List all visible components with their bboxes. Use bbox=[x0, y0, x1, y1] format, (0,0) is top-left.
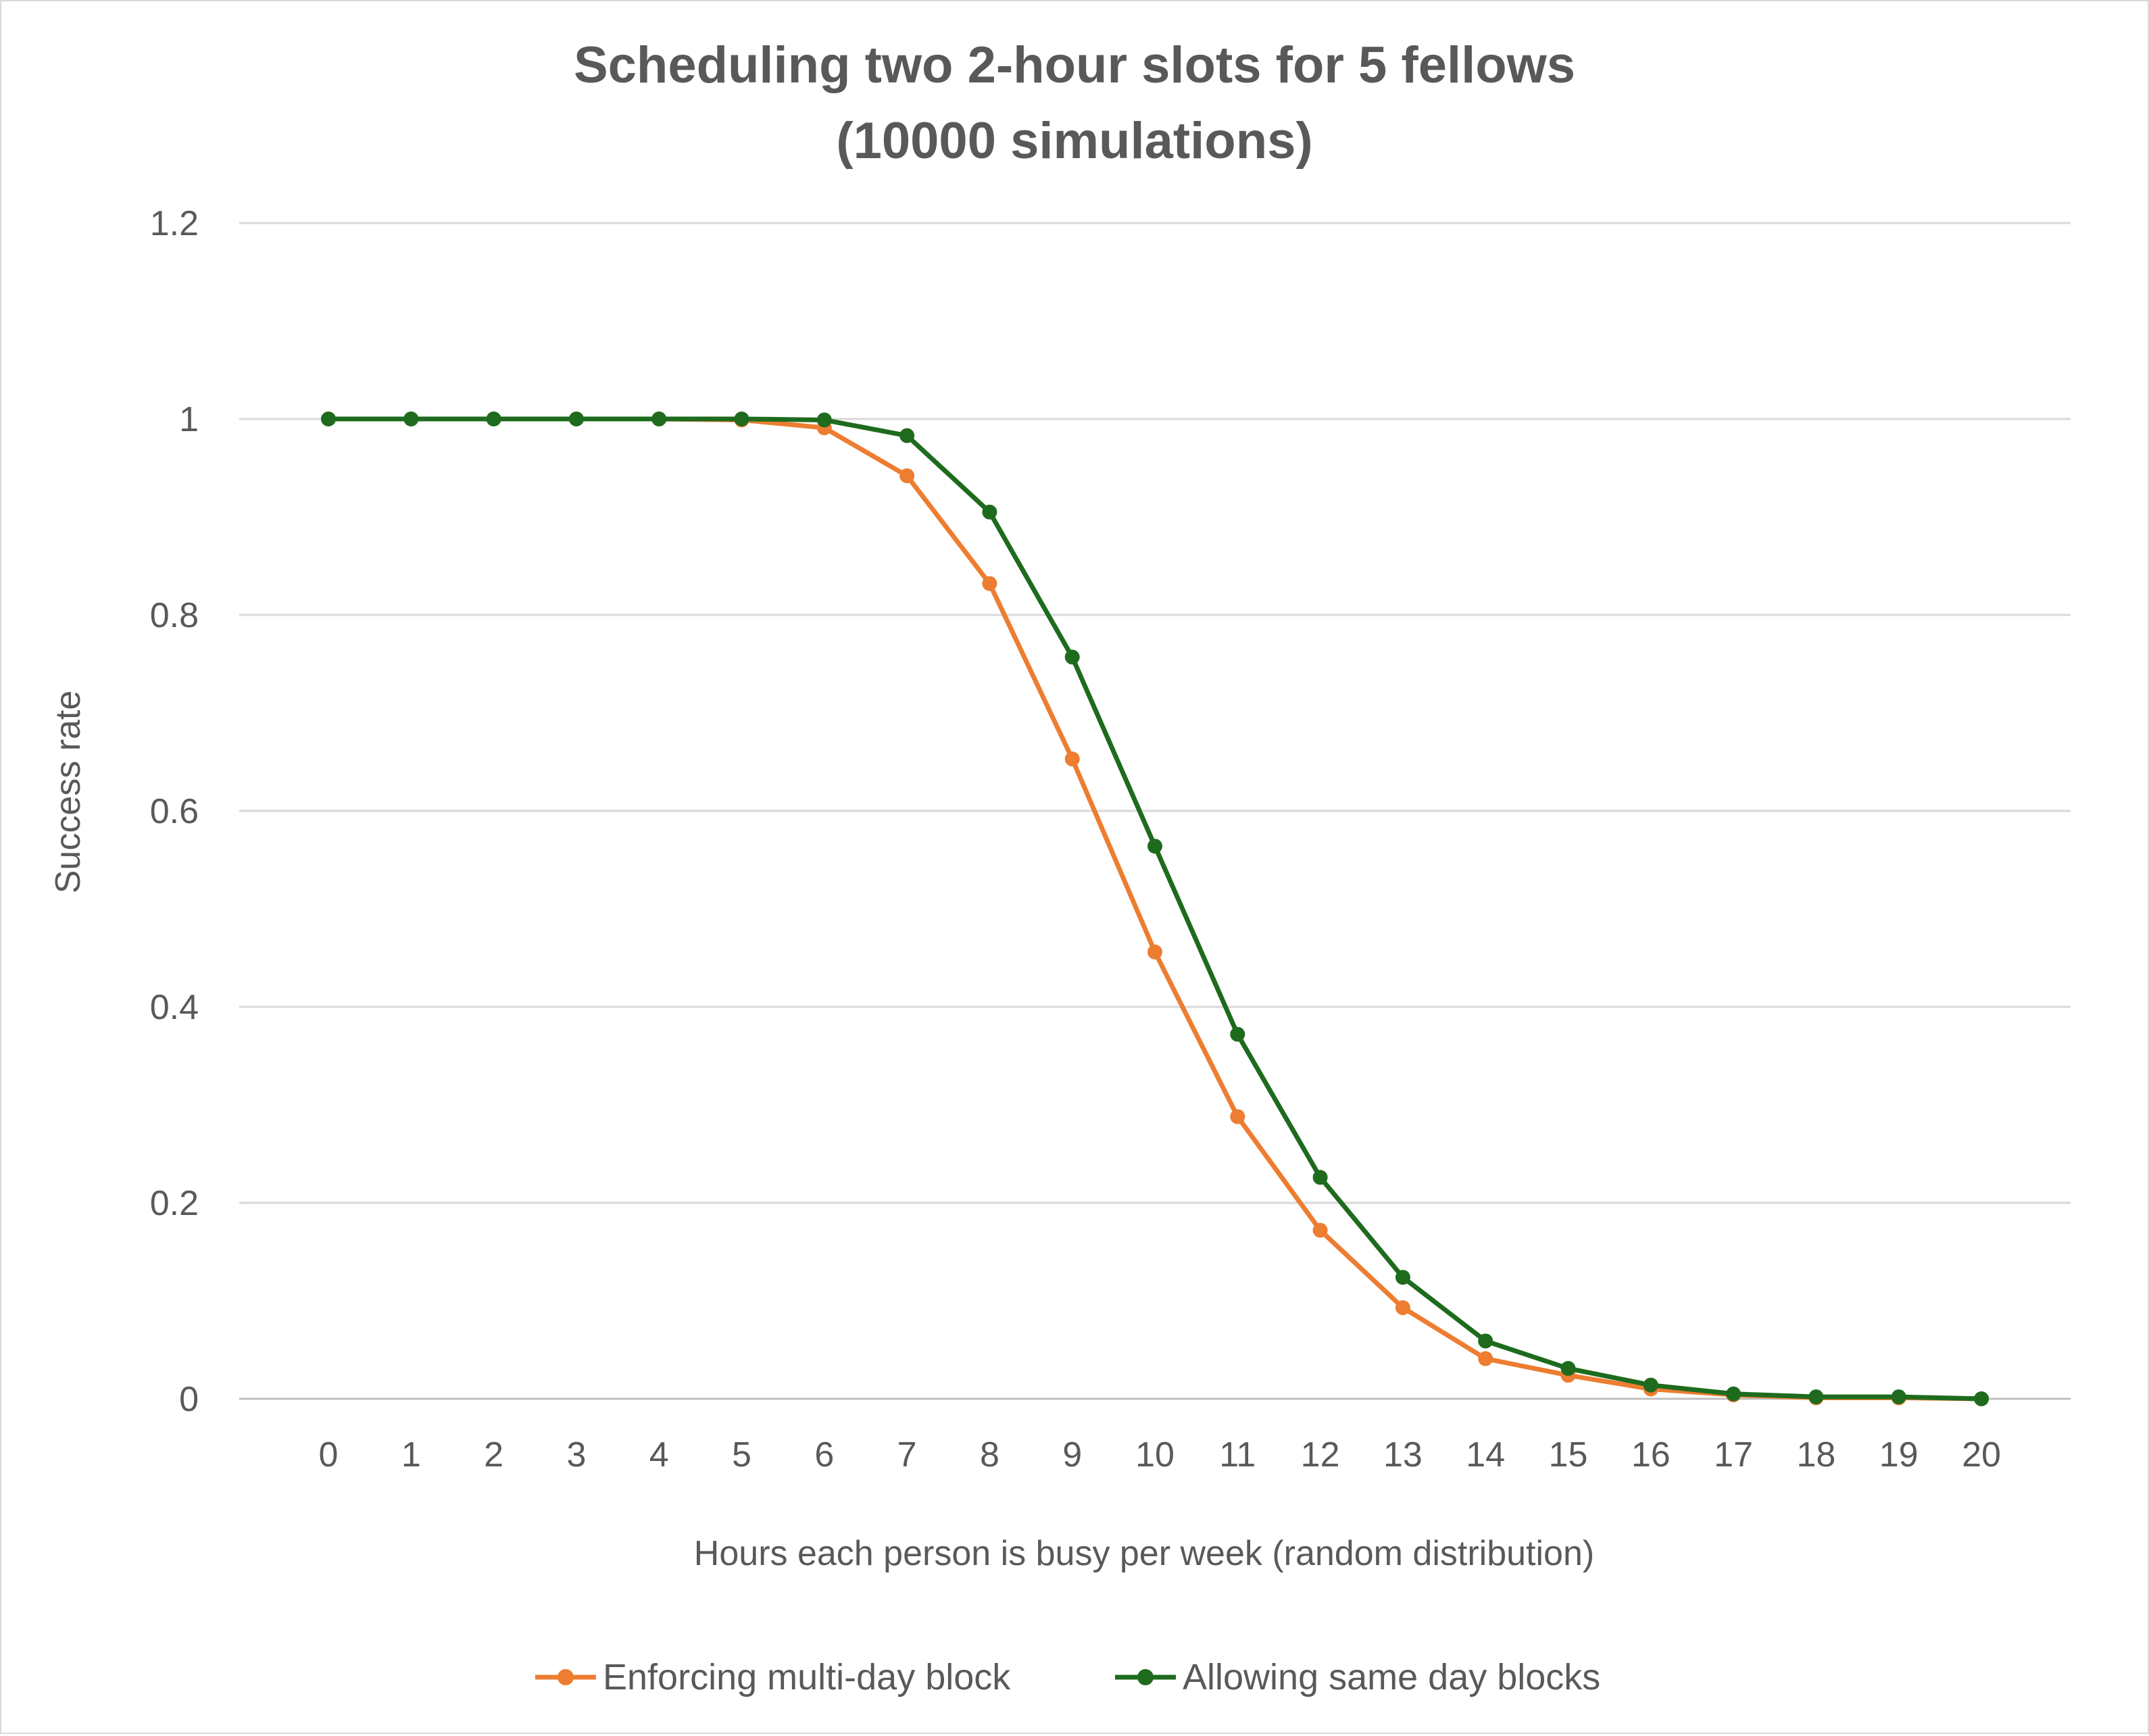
x-tick-label: 7 bbox=[897, 1435, 917, 1474]
x-tick-label: 6 bbox=[814, 1435, 834, 1474]
chart-title-line-1: Scheduling two 2-hour slots for 5 fellow… bbox=[574, 36, 1575, 94]
legend-marker-enforcing bbox=[558, 1669, 574, 1685]
data-point-enforcing[interactable] bbox=[1395, 1300, 1410, 1316]
legend-label-enforcing: Enforcing multi-day block bbox=[603, 1657, 1011, 1697]
x-tick-label: 10 bbox=[1135, 1435, 1175, 1474]
series-enforcing bbox=[321, 412, 1989, 1406]
data-point-allowing[interactable] bbox=[1643, 1377, 1658, 1393]
x-tick-label: 12 bbox=[1301, 1435, 1340, 1474]
data-point-allowing[interactable] bbox=[1560, 1361, 1576, 1377]
x-tick-label: 11 bbox=[1219, 1435, 1256, 1474]
legend-label-allowing: Allowing same day blocks bbox=[1183, 1657, 1600, 1697]
x-tick-label: 13 bbox=[1383, 1435, 1423, 1474]
data-point-allowing[interactable] bbox=[734, 412, 749, 426]
y-tick-label: 1.2 bbox=[150, 204, 199, 243]
x-tick-label: 5 bbox=[732, 1435, 751, 1474]
series-line-allowing bbox=[326, 416, 1984, 1402]
data-point-allowing[interactable] bbox=[1478, 1333, 1493, 1349]
x-tick-label: 1 bbox=[401, 1435, 421, 1474]
y-tick-label: 0.8 bbox=[150, 596, 199, 635]
series-allowing bbox=[321, 412, 1989, 1406]
data-point-enforcing[interactable] bbox=[1312, 1222, 1328, 1238]
y-tick-label: 0.6 bbox=[150, 792, 199, 831]
data-point-allowing[interactable] bbox=[1891, 1389, 1906, 1405]
x-tick-label: 0 bbox=[319, 1435, 339, 1474]
x-tick-label: 8 bbox=[980, 1435, 999, 1474]
data-point-allowing[interactable] bbox=[1064, 649, 1080, 665]
x-tick-label: 14 bbox=[1466, 1435, 1505, 1474]
data-point-allowing[interactable] bbox=[403, 412, 419, 426]
data-point-allowing[interactable] bbox=[568, 412, 584, 426]
data-point-enforcing[interactable] bbox=[982, 576, 997, 591]
data-point-allowing[interactable] bbox=[651, 412, 667, 426]
x-tick-label: 16 bbox=[1631, 1435, 1671, 1474]
y-tick-label: 1 bbox=[179, 400, 199, 439]
y-tick-label: 0.2 bbox=[150, 1184, 199, 1223]
x-tick-label: 17 bbox=[1714, 1435, 1753, 1474]
data-point-allowing[interactable] bbox=[1395, 1270, 1410, 1285]
x-tick-label: 3 bbox=[566, 1435, 586, 1474]
data-point-allowing[interactable] bbox=[982, 504, 997, 520]
data-point-allowing[interactable] bbox=[1312, 1170, 1328, 1185]
legend: Enforcing multi-day block Allowing same … bbox=[535, 1657, 1600, 1697]
data-point-allowing[interactable] bbox=[321, 412, 336, 426]
x-tick-label: 20 bbox=[1962, 1435, 2001, 1474]
y-tick-label: 0.4 bbox=[150, 988, 199, 1027]
data-point-enforcing[interactable] bbox=[899, 468, 915, 484]
data-point-allowing[interactable] bbox=[1974, 1391, 1989, 1406]
x-tick-label: 15 bbox=[1549, 1435, 1588, 1474]
gridlines bbox=[239, 222, 2071, 1400]
y-axis-label: Success rate bbox=[49, 691, 88, 894]
series-line-enforcing bbox=[326, 416, 1984, 1402]
legend-marker-allowing bbox=[1137, 1669, 1154, 1685]
x-tick-label: 2 bbox=[484, 1435, 503, 1474]
x-axis-label: Hours each person is busy per week (rand… bbox=[694, 1534, 1594, 1573]
data-point-allowing[interactable] bbox=[486, 412, 501, 426]
x-tick-label: 9 bbox=[1062, 1435, 1082, 1474]
y-axis-tick-labels: 0 0.2 0.4 0.6 0.8 1 1.2 bbox=[150, 204, 199, 1419]
data-point-allowing[interactable] bbox=[1726, 1386, 1742, 1402]
data-point-enforcing[interactable] bbox=[1064, 751, 1080, 767]
x-tick-label: 4 bbox=[649, 1435, 669, 1474]
data-point-allowing[interactable] bbox=[1147, 839, 1162, 854]
y-tick-label: 0 bbox=[179, 1380, 199, 1419]
x-tick-label: 18 bbox=[1796, 1435, 1835, 1474]
data-point-allowing[interactable] bbox=[1230, 1026, 1245, 1042]
data-point-allowing[interactable] bbox=[1808, 1389, 1824, 1405]
x-axis-tick-labels: 0 1 2 3 4 5 6 7 8 9 10 11 12 13 14 15 16 17 18 19 20 bbox=[319, 1435, 2001, 1474]
data-point-allowing[interactable] bbox=[899, 428, 915, 443]
data-point-enforcing[interactable] bbox=[1147, 944, 1162, 960]
x-tick-label: 19 bbox=[1879, 1435, 1919, 1474]
legend-item-allowing[interactable]: Allowing same day blocks bbox=[1115, 1657, 1600, 1697]
data-point-allowing[interactable] bbox=[816, 412, 832, 428]
data-point-enforcing[interactable] bbox=[1478, 1351, 1493, 1366]
chart-title-line-2: (10000 simulations) bbox=[836, 112, 1312, 170]
data-point-enforcing[interactable] bbox=[1230, 1109, 1245, 1124]
legend-item-enforcing[interactable]: Enforcing multi-day block bbox=[535, 1657, 1011, 1697]
series-layer bbox=[321, 412, 1989, 1406]
